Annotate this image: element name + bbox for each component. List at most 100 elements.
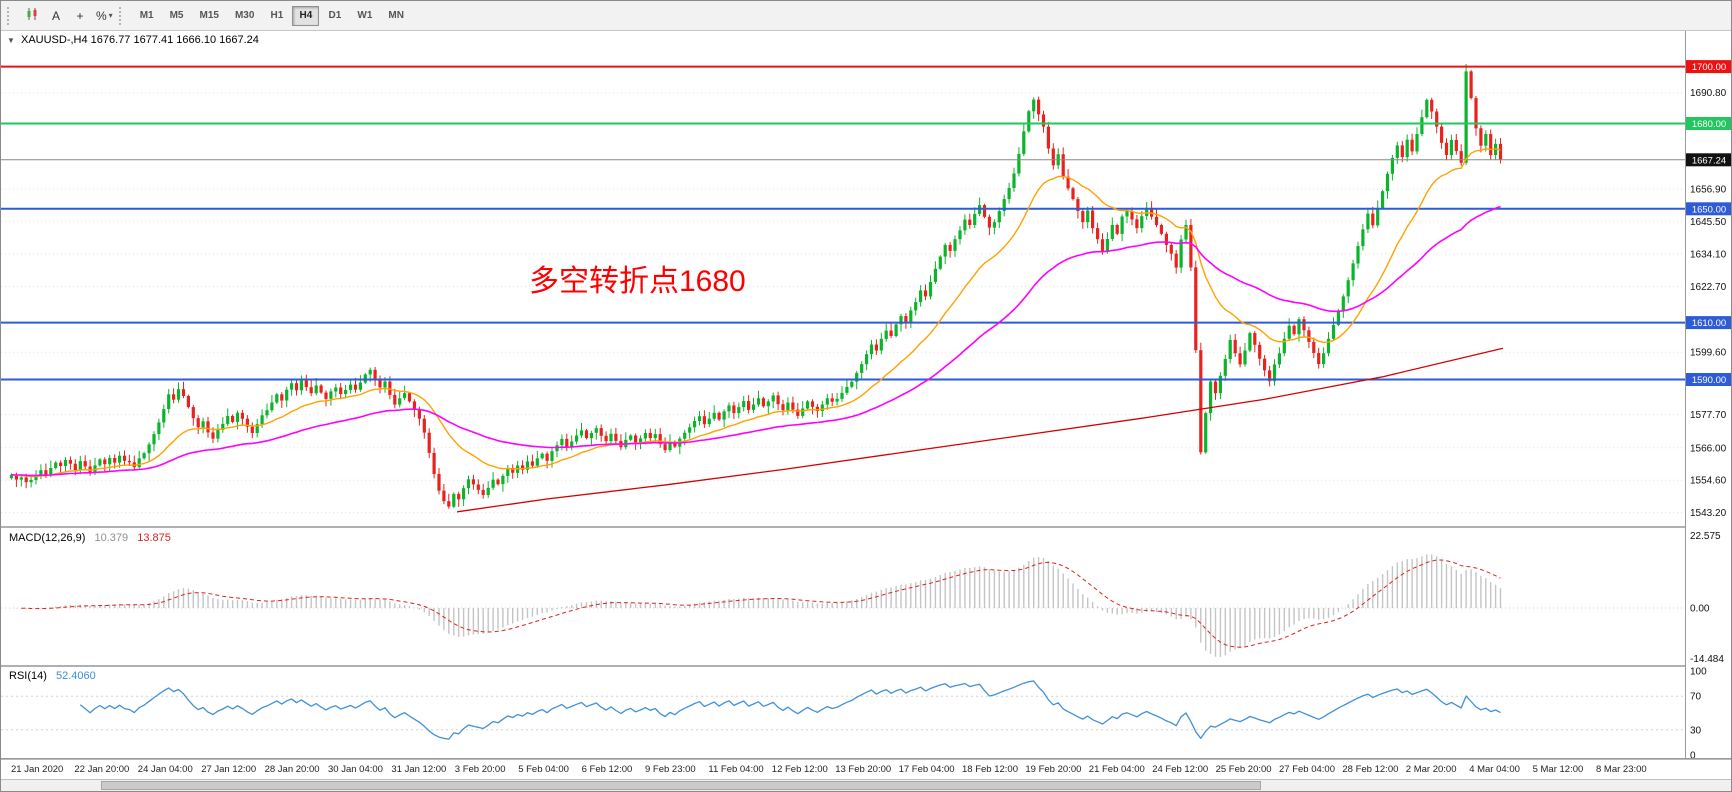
new-chart-button[interactable] <box>20 5 44 27</box>
svg-text:-14.484: -14.484 <box>1690 654 1724 665</box>
crosshair-tool-button[interactable]: + <box>68 5 92 27</box>
svg-text:1599.60: 1599.60 <box>1690 348 1727 359</box>
svg-text:1622.70: 1622.70 <box>1690 282 1727 293</box>
price-gridlines <box>1 92 1685 514</box>
rsi-value: 52.4060 <box>55 670 96 682</box>
date-label: 11 Feb 04:00 <box>708 764 764 775</box>
macd-signal-value: 13.875 <box>137 532 171 544</box>
date-label: 19 Feb 20:00 <box>1025 764 1082 775</box>
price-scale-labels: 1690.80 1656.90 1645.50 1634.10 1622.70 1599.… <box>1690 88 1727 519</box>
timeframe-button-D1[interactable]: D1 <box>321 6 348 26</box>
svg-text:1543.20: 1543.20 <box>1690 508 1727 519</box>
macd-scale-labels: 22.575 0.00 -14.484 <box>1690 531 1724 665</box>
rsi-scale-labels: 100 70 30 0 <box>1690 667 1707 760</box>
svg-text:1690.80: 1690.80 <box>1690 88 1727 99</box>
svg-text:1610.00: 1610.00 <box>1692 318 1726 329</box>
scale-tool-button[interactable]: % ▾ <box>92 5 117 27</box>
rsi-label: RSI(14) 52.4060 <box>9 670 96 682</box>
date-label: 2 Mar 20:00 <box>1405 764 1457 775</box>
date-label: 28 Feb 12:00 <box>1342 764 1399 775</box>
svg-text:22.575: 22.575 <box>1690 531 1721 542</box>
date-label: 18 Feb 12:00 <box>962 764 1018 775</box>
ma-slow-line <box>457 347 1504 513</box>
svg-text:1577.70: 1577.70 <box>1690 410 1727 421</box>
date-axis: 21 Jan 2020 22 Jan 20:00 24 Jan 04:00 27 Ja… <box>1 759 1731 780</box>
symbol-dropdown-icon[interactable]: ▼ <box>7 36 15 45</box>
timeframe-button-M15[interactable]: M15 <box>193 6 226 26</box>
svg-text:1667.24: 1667.24 <box>1692 155 1726 166</box>
chart-title: ▼ XAUUSD-,H4 1676.77 1677.41 1666.10 166… <box>7 34 259 46</box>
hline-1680.00-badge <box>1686 117 1731 130</box>
date-label: 3 Feb 20:00 <box>454 764 506 775</box>
macd-histogram <box>15 554 1502 657</box>
date-label: 22 Jan 20:00 <box>74 764 130 775</box>
ma-mid-line <box>11 205 1501 477</box>
timeframe-button-MN[interactable]: MN <box>381 6 411 26</box>
timeframe-button-W1[interactable]: W1 <box>350 6 379 26</box>
date-label: 30 Jan 04:00 <box>328 764 383 775</box>
svg-text:1554.60: 1554.60 <box>1690 476 1727 487</box>
date-label: 21 Feb 04:00 <box>1088 764 1145 775</box>
date-label: 6 Feb 12:00 <box>581 764 633 775</box>
candlestick-chart-icon <box>25 7 39 24</box>
timeframe-button-H1[interactable]: H1 <box>263 6 290 26</box>
timeframe-button-M5[interactable]: M5 <box>163 6 191 26</box>
svg-text:1656.90: 1656.90 <box>1690 185 1727 196</box>
timeframe-button-H4[interactable]: H4 <box>292 5 320 26</box>
hline-1590.00-badge <box>1686 373 1731 386</box>
svg-text:1645.50: 1645.50 <box>1690 217 1727 228</box>
hline-1650.00-badge <box>1686 202 1731 216</box>
macd-name: MACD(12,26,9) <box>9 532 86 544</box>
date-label: 5 Mar 12:00 <box>1532 764 1584 775</box>
svg-text:30: 30 <box>1690 725 1702 736</box>
svg-text:100: 100 <box>1690 667 1707 678</box>
svg-text:70: 70 <box>1690 692 1702 703</box>
macd-signal-line <box>21 559 1501 648</box>
toolbar-grip[interactable] <box>118 6 126 25</box>
rsi-name: RSI(14) <box>9 670 47 682</box>
macd-label: MACD(12,26,9) 10.379 13.875 <box>9 532 171 544</box>
date-label: 4 Mar 04:00 <box>1469 764 1520 775</box>
ma-fast-line <box>11 148 1501 478</box>
price-chart-canvas[interactable]: 1690.80 1656.90 1645.50 1634.10 1622.70 1599.… <box>1 31 1732 759</box>
svg-text:1700.00: 1700.00 <box>1692 62 1726 73</box>
horizontal-scrollbar[interactable] <box>1 779 1731 791</box>
date-label: 24 Feb 12:00 <box>1152 764 1209 775</box>
rsi-line <box>79 680 1501 740</box>
annotation-text[interactable]: 多空转折点1680 <box>529 265 746 298</box>
candlesticks <box>9 63 1503 509</box>
hline-1610.00-badge <box>1686 316 1731 330</box>
chart-region: 1690.80 1656.90 1645.50 1634.10 1622.70 1599.… <box>1 31 1732 759</box>
date-label: 25 Feb 20:00 <box>1215 764 1272 775</box>
current-price-badge <box>1686 153 1731 167</box>
panel-separator-macd-rsi[interactable] <box>1 665 1732 667</box>
panel-separator-main-macd[interactable] <box>1 526 1732 528</box>
date-label: 21 Jan 2020 <box>11 764 64 775</box>
percent-scale-icon: % <box>96 8 107 23</box>
date-label: 31 Jan 12:00 <box>391 764 447 775</box>
date-label: 8 Mar 23:00 <box>1596 764 1647 775</box>
date-label: 17 Feb 04:00 <box>898 764 955 775</box>
date-label: 9 Feb 23:00 <box>645 764 696 775</box>
date-label: 13 Feb 20:00 <box>835 764 892 775</box>
top-toolbar: A + % ▾ M1 M5 M15 M30 H1 H4 D1 W1 MN <box>1 1 1731 31</box>
timeframe-group: M1 M5 M15 M30 H1 H4 D1 W1 MN <box>132 5 412 26</box>
timeframe-button-M1[interactable]: M1 <box>133 6 161 26</box>
macd-value: 10.379 <box>94 532 129 544</box>
svg-text:1680.00: 1680.00 <box>1692 119 1726 130</box>
timeframe-button-M30[interactable]: M30 <box>228 6 261 26</box>
date-label: 12 Feb 12:00 <box>771 764 828 775</box>
hline-1700.00-badge <box>1686 60 1731 74</box>
date-label: 27 Feb 04:00 <box>1279 764 1335 775</box>
price-scale-column <box>1685 31 1731 759</box>
svg-text:1590.00: 1590.00 <box>1692 375 1726 386</box>
svg-text:1650.00: 1650.00 <box>1692 204 1726 215</box>
chevron-down-icon: ▾ <box>108 11 113 20</box>
toolbar-grip[interactable] <box>7 6 14 25</box>
date-label: 28 Jan 20:00 <box>264 764 320 775</box>
text-tool-button[interactable]: A <box>44 5 68 27</box>
chart-title-text: XAUUSD-,H4 1676.77 1677.41 1666.10 1667.… <box>20 34 259 46</box>
svg-text:0: 0 <box>1690 751 1696 760</box>
scrollbar-thumb[interactable] <box>101 781 1261 790</box>
